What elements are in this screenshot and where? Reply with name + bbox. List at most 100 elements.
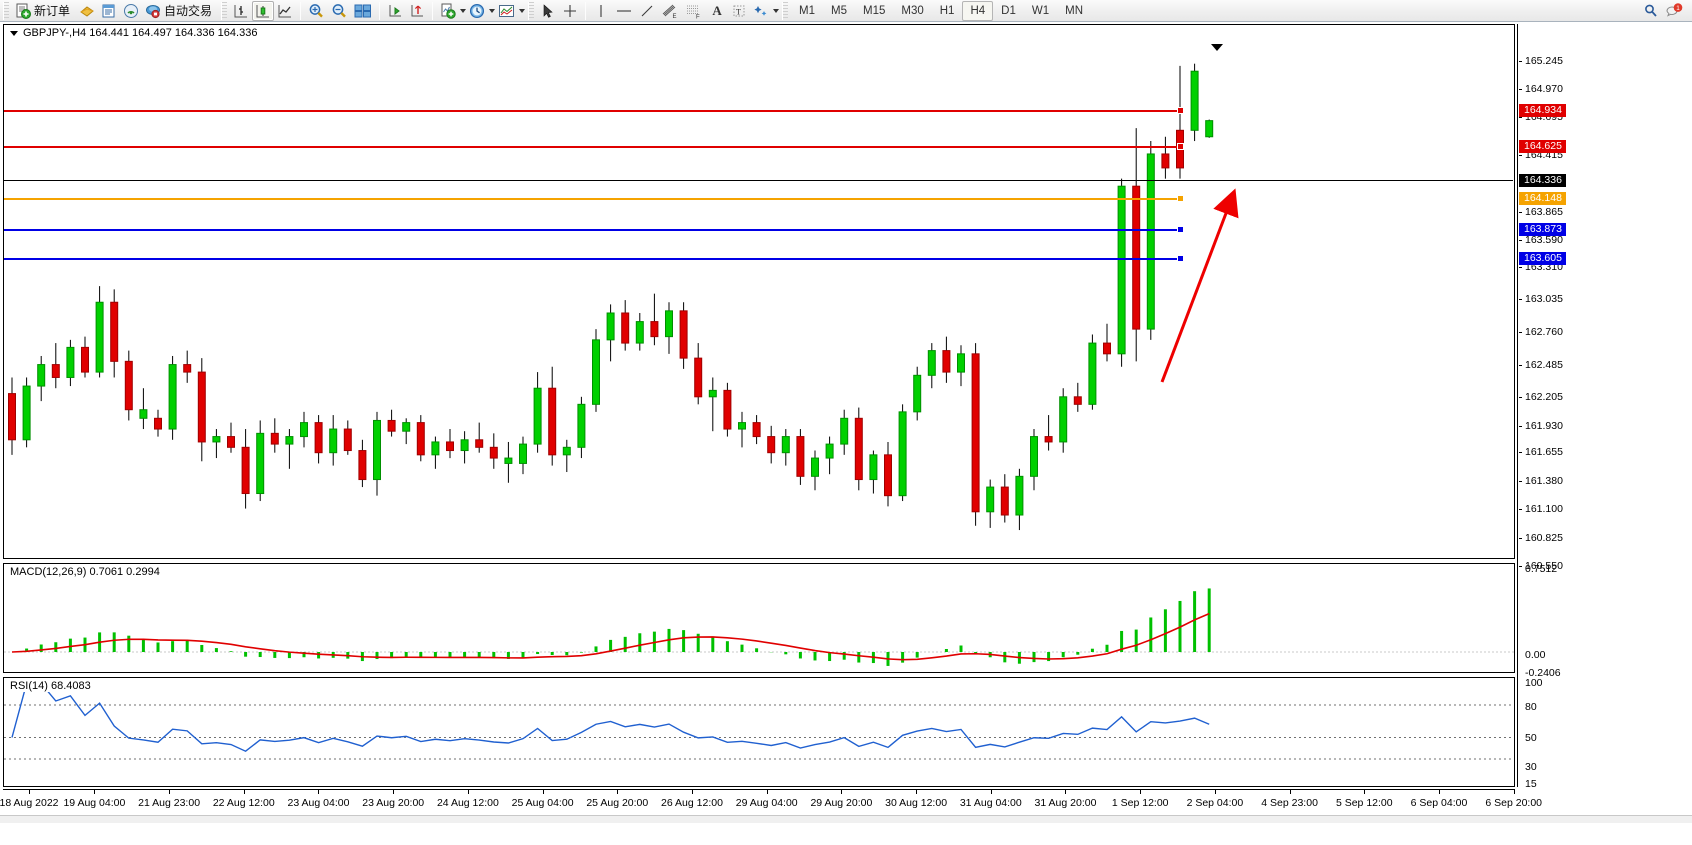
signals-button[interactable] — [120, 1, 142, 21]
time-axis-label: 2 Sep 04:00 — [1186, 797, 1244, 809]
time-tick — [1140, 789, 1142, 794]
timeframe-m1[interactable]: M1 — [799, 4, 816, 17]
time-tick — [1513, 789, 1515, 794]
resistance-level-1-handle[interactable] — [1177, 107, 1184, 114]
support-level-1-handle[interactable] — [1177, 226, 1184, 233]
resistance-level-2-tag[interactable]: 164.625 — [1519, 140, 1566, 153]
indicators-button[interactable] — [437, 1, 459, 21]
templates-dropdown-caret[interactable] — [519, 8, 526, 13]
time-tick — [1065, 789, 1067, 794]
time-tick — [617, 789, 619, 794]
bar-chart-button[interactable] — [230, 1, 252, 21]
toolbar-grip-2[interactable] — [221, 1, 228, 20]
fibonacci-button[interactable]: F — [682, 1, 706, 21]
time-axis-label: 5 Sep 12:00 — [1335, 797, 1393, 809]
support-level-2-handle[interactable] — [1177, 255, 1184, 262]
pivot-level-handle[interactable] — [1177, 195, 1184, 202]
support-level-2-line[interactable] — [4, 258, 1181, 260]
toolbar-grip-1[interactable] — [3, 1, 9, 20]
support-level-1-line[interactable] — [4, 229, 1181, 231]
time-axis-label: 19 Aug 04:00 — [63, 797, 126, 809]
new-order-button[interactable]: 新订单 — [12, 1, 76, 21]
timeframe-w1[interactable]: W1 — [1031, 4, 1050, 17]
time-tick — [1364, 789, 1366, 794]
timeframe-m30[interactable]: M30 — [901, 4, 924, 17]
data-window-button[interactable] — [98, 1, 120, 21]
crosshair-button[interactable] — [559, 1, 581, 21]
time-tick — [169, 789, 171, 794]
periods-button[interactable] — [466, 1, 488, 21]
toolbar-grip-4[interactable] — [782, 1, 789, 20]
timeframe-mn[interactable]: MN — [1065, 4, 1083, 17]
cursor-icon — [543, 3, 553, 18]
tile-windows-button[interactable] — [351, 1, 375, 21]
notifications-icon: 1 — [1666, 2, 1683, 17]
horizontal-line-icon — [617, 9, 632, 12]
search-icon — [1645, 4, 1657, 17]
price-axis-line — [1517, 24, 1518, 787]
notifications-button[interactable]: 1 — [1662, 1, 1686, 21]
current-price-level-line[interactable] — [4, 180, 1513, 181]
timeframe-d1[interactable]: D1 — [1001, 4, 1016, 17]
trendline-button[interactable] — [636, 1, 658, 21]
price-chart-panel[interactable]: GBPJPY-,H4 164.441 164.497 164.336 164.3… — [3, 24, 1515, 559]
macd-panel[interactable]: MACD(12,26,9) 0.7061 0.2994 — [3, 563, 1515, 673]
macd-series — [4, 588, 1514, 666]
auto-scroll-button[interactable] — [406, 1, 428, 21]
objects-button[interactable] — [750, 1, 772, 21]
line-chart-button[interactable] — [274, 1, 296, 21]
toolbar-grip-3[interactable] — [528, 1, 535, 20]
label-icon: T — [733, 5, 745, 16]
zoom-in-button[interactable] — [305, 1, 328, 21]
timeframe-m15[interactable]: M15 — [863, 4, 886, 17]
data-window-icon — [102, 4, 115, 17]
chart-scroll-marker[interactable] — [1211, 44, 1223, 51]
time-axis-label: 25 Aug 04:00 — [511, 797, 574, 809]
timeframe-h1[interactable]: H1 — [939, 4, 955, 17]
periods-dropdown-caret[interactable] — [489, 8, 496, 13]
text-button[interactable]: A — [706, 1, 728, 21]
time-tick — [1214, 789, 1216, 794]
autotrading-button[interactable]: 自动交易 — [142, 1, 218, 21]
svg-text:E: E — [673, 14, 677, 19]
timeframe-m5[interactable]: M5 — [831, 4, 847, 17]
equidistant-channel-button[interactable]: E — [658, 1, 682, 21]
horizontal-line-button[interactable] — [612, 1, 636, 21]
chart-collapse-icon[interactable] — [10, 30, 18, 36]
search-button[interactable] — [1640, 1, 1662, 21]
pivot-level-line[interactable] — [4, 198, 1181, 200]
timeframe-group: M1 M5 M15 M30 H1 H4 D1 W1 MN — [791, 0, 1091, 21]
vertical-line-button[interactable] — [590, 1, 612, 21]
resistance-level-1-tag[interactable]: 164.934 — [1519, 104, 1566, 117]
label-button[interactable]: T — [728, 1, 750, 21]
time-tick — [29, 789, 31, 794]
cursor-button[interactable] — [537, 1, 559, 21]
time-axis-labels[interactable]: 18 Aug 2022 19 Aug 04:00 21 Aug 23:00 22 Au… — [0, 789, 1692, 815]
time-axis-label: 29 Aug 20:00 — [810, 797, 873, 809]
time-axis-label: 31 Aug 04:00 — [959, 797, 1022, 809]
time-axis-label: 18 Aug 2022 — [0, 797, 59, 809]
objects-dropdown-caret[interactable] — [773, 8, 780, 13]
chart-area[interactable]: GBPJPY-,H4 164.441 164.497 164.336 164.3… — [0, 22, 1692, 845]
expert-advisors-icon — [80, 5, 94, 17]
shift-end-button[interactable] — [384, 1, 406, 21]
periods-icon — [469, 3, 485, 18]
time-tick — [841, 789, 843, 794]
zoom-out-button[interactable] — [328, 1, 351, 21]
time-axis-label: 6 Sep 20:00 — [1485, 797, 1543, 809]
candlestick-chart-button[interactable] — [252, 0, 275, 21]
time-axis-label: 31 Aug 20:00 — [1034, 797, 1097, 809]
resistance-level-2-handle[interactable] — [1177, 143, 1184, 150]
timeframe-h4[interactable]: H4 — [962, 0, 994, 21]
resistance-level-1-line[interactable] — [4, 110, 1181, 112]
indicators-dropdown-caret[interactable] — [460, 8, 467, 13]
zoom-out-icon — [332, 3, 346, 17]
support-level-1-tag[interactable]: 163.873 — [1519, 223, 1566, 236]
current-price-level-tag[interactable]: 164.336 — [1519, 174, 1566, 187]
resistance-level-2-line[interactable] — [4, 146, 1181, 148]
rsi-panel[interactable]: RSI(14) 68.4083 — [3, 677, 1515, 787]
templates-button[interactable] — [495, 1, 518, 21]
support-level-2-tag[interactable]: 163.605 — [1519, 252, 1566, 265]
expert-advisors-button[interactable] — [76, 1, 98, 21]
pivot-level-tag[interactable]: 164.148 — [1519, 192, 1566, 205]
